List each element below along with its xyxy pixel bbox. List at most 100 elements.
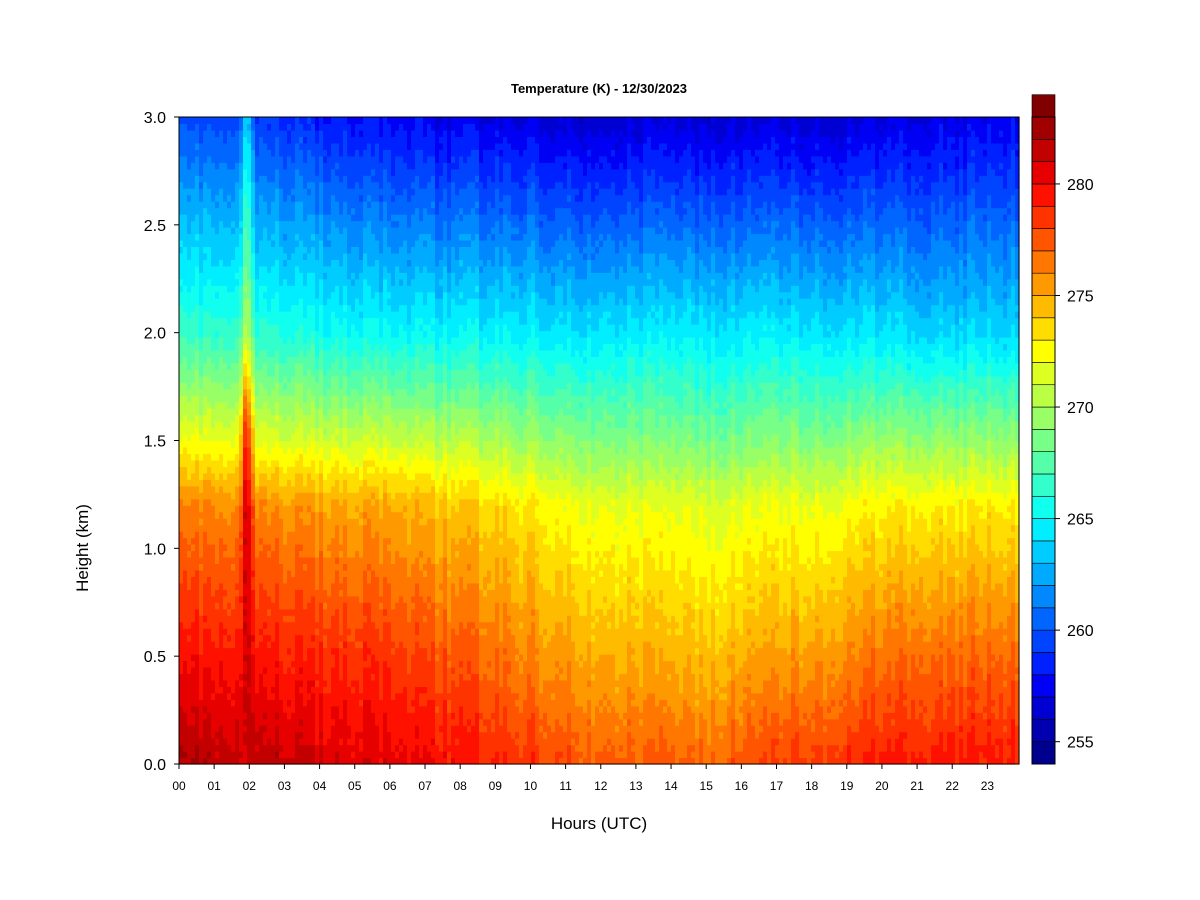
heatmap-cell xyxy=(275,505,280,513)
heatmap-cell xyxy=(311,518,316,526)
heatmap-cell xyxy=(311,459,316,467)
heatmap-cell xyxy=(299,595,304,603)
heatmap-cell xyxy=(343,265,348,273)
heatmap-cell xyxy=(295,537,300,545)
heatmap-cell xyxy=(183,589,188,597)
heatmap-cell xyxy=(203,589,208,597)
heatmap-cell xyxy=(355,479,360,487)
heatmap-cell xyxy=(223,408,228,416)
heatmap-cell xyxy=(199,608,204,616)
heatmap-cell xyxy=(323,330,328,338)
heatmap-cell xyxy=(363,291,368,299)
heatmap-cell xyxy=(295,434,300,442)
heatmap-cell xyxy=(351,634,356,642)
heatmap-cell xyxy=(251,738,256,746)
heatmap-cell xyxy=(367,149,372,157)
heatmap-cell xyxy=(319,214,324,222)
heatmap-cell xyxy=(183,246,188,254)
heatmap-cell xyxy=(259,466,264,474)
heatmap-cell xyxy=(315,505,320,513)
heatmap-cell xyxy=(371,272,376,280)
heatmap-cell xyxy=(231,175,236,183)
heatmap-cell xyxy=(203,324,208,332)
heatmap-cell xyxy=(315,556,320,565)
heatmap-cell xyxy=(271,692,276,700)
heatmap-cell xyxy=(355,201,360,209)
heatmap-cell xyxy=(243,660,248,668)
heatmap-cell xyxy=(371,692,376,700)
heatmap-cell xyxy=(347,162,352,170)
heatmap-cell xyxy=(307,453,312,461)
heatmap-cell xyxy=(351,472,356,480)
heatmap-cell xyxy=(303,330,308,338)
heatmap-cell xyxy=(239,660,244,668)
heatmap-cell xyxy=(303,233,308,241)
heatmap-cell xyxy=(279,246,284,254)
heatmap-cell xyxy=(227,692,232,700)
heatmap-cell xyxy=(315,149,320,157)
heatmap-cell xyxy=(219,446,224,455)
heatmap-cell xyxy=(283,434,288,442)
heatmap-cell xyxy=(323,142,328,150)
heatmap-cell xyxy=(291,395,296,403)
heatmap-cell xyxy=(259,349,264,357)
heatmap-cell xyxy=(311,569,316,577)
heatmap-cell xyxy=(347,375,352,383)
heatmap-cell xyxy=(315,518,320,526)
heatmap-cell xyxy=(335,162,340,170)
heatmap-cell xyxy=(243,582,248,590)
heatmap-cell xyxy=(279,485,284,493)
heatmap-cell xyxy=(263,498,268,506)
heatmap-cell xyxy=(231,226,236,235)
heatmap-cell xyxy=(219,621,224,629)
heatmap-cell xyxy=(239,550,244,558)
heatmap-cell xyxy=(331,427,336,435)
heatmap-cell xyxy=(303,336,308,345)
heatmap-cell xyxy=(219,492,224,500)
heatmap-cell xyxy=(187,641,192,649)
heatmap-cell xyxy=(283,162,288,170)
heatmap-cell xyxy=(351,336,356,345)
heatmap-cell xyxy=(207,285,212,293)
heatmap-cell xyxy=(319,298,324,306)
heatmap-cell xyxy=(363,356,368,364)
heatmap-cell xyxy=(271,330,276,338)
heatmap-cell xyxy=(251,459,256,467)
heatmap-cell xyxy=(343,188,348,196)
heatmap-cell xyxy=(275,285,280,293)
heatmap-cell xyxy=(331,524,336,532)
heatmap-cell xyxy=(255,692,260,700)
heatmap-cell xyxy=(371,550,376,558)
heatmap-cell xyxy=(299,349,304,357)
heatmap-cell xyxy=(307,324,312,332)
heatmap-cell xyxy=(191,725,196,733)
heatmap-cell xyxy=(223,291,228,299)
heatmap-cell xyxy=(195,518,200,526)
heatmap-cell xyxy=(211,414,216,422)
heatmap-cell xyxy=(295,311,300,319)
heatmap-cell xyxy=(263,725,268,733)
heatmap-cell xyxy=(263,285,268,293)
heatmap-cell xyxy=(287,589,292,597)
heatmap-cell xyxy=(335,175,340,183)
heatmap-cell xyxy=(359,446,364,455)
heatmap-cell xyxy=(307,647,312,655)
heatmap-cell xyxy=(179,595,184,603)
heatmap-cell xyxy=(343,214,348,222)
heatmap-cell xyxy=(267,595,272,603)
heatmap-cell xyxy=(199,388,204,396)
heatmap-cell xyxy=(339,556,344,565)
heatmap-cell xyxy=(371,388,376,396)
heatmap-cell xyxy=(179,317,184,325)
heatmap-cell xyxy=(283,621,288,629)
heatmap-cell xyxy=(339,712,344,720)
heatmap-cell xyxy=(307,738,312,746)
heatmap-cell xyxy=(227,498,232,506)
heatmap-cell xyxy=(263,349,268,357)
heatmap-cell xyxy=(327,511,332,519)
heatmap-cell xyxy=(367,654,372,662)
heatmap-cell xyxy=(327,375,332,383)
heatmap-cell xyxy=(275,168,280,176)
heatmap-cell xyxy=(263,434,268,442)
heatmap-cell xyxy=(327,149,332,157)
